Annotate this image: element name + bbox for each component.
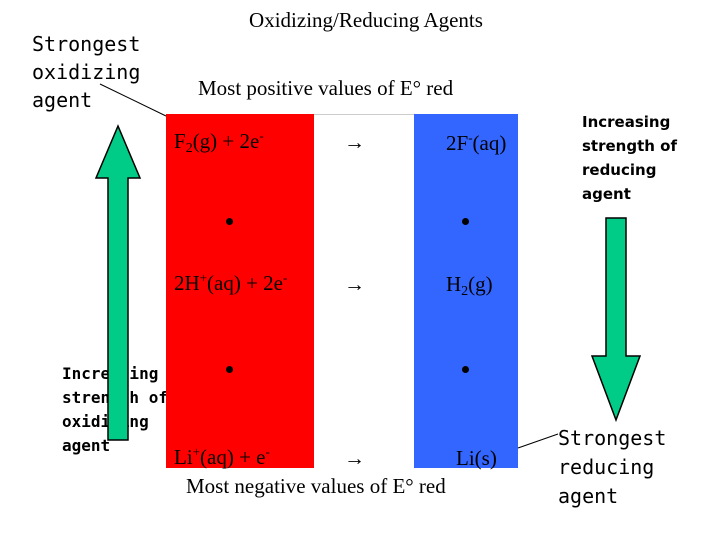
ellipsis-dot: [226, 366, 233, 373]
reaction-3-arrow: →: [344, 446, 365, 470]
reducing-agent-column: [414, 114, 518, 468]
ellipsis-dot: [462, 366, 469, 373]
up-arrow-icon: [94, 124, 142, 441]
strongest-oxidizing-label: Strongest oxidizing agent: [32, 32, 141, 112]
strongest-reducing-label: Strongest reducing agent: [558, 426, 667, 508]
reaction-1-reactants: F2(g) + 2e-: [174, 128, 264, 156]
subtitle: Most positive values of E° red: [198, 76, 454, 100]
reaction-3-reactants: Li+(aq) + e-: [174, 444, 270, 469]
oxidizing-leader-line: [99, 83, 167, 117]
bottom-label: Most negative values of E° red: [186, 474, 446, 498]
reducing-leader-line: [517, 433, 559, 449]
page-title: Oxidizing/Reducing Agents: [249, 8, 483, 32]
down-arrow-icon: [590, 217, 642, 423]
reaction-1-arrow: →: [344, 130, 365, 154]
reaction-2-arrow: →: [344, 272, 365, 296]
ellipsis-dot: [226, 218, 233, 225]
reaction-2-products: H2(g): [446, 272, 493, 299]
reaction-1-products: 2F-(aq): [446, 130, 507, 155]
reaction-2-reactants: 2H+(aq) + 2e-: [174, 270, 288, 295]
oxidizing-agent-column: [166, 114, 314, 468]
reaction-3-products: Li(s): [456, 446, 497, 470]
increasing-reducing-label: Increasing strength of reducing agent: [582, 113, 677, 203]
ellipsis-dot: [462, 218, 469, 225]
arrow-column: [314, 114, 414, 469]
